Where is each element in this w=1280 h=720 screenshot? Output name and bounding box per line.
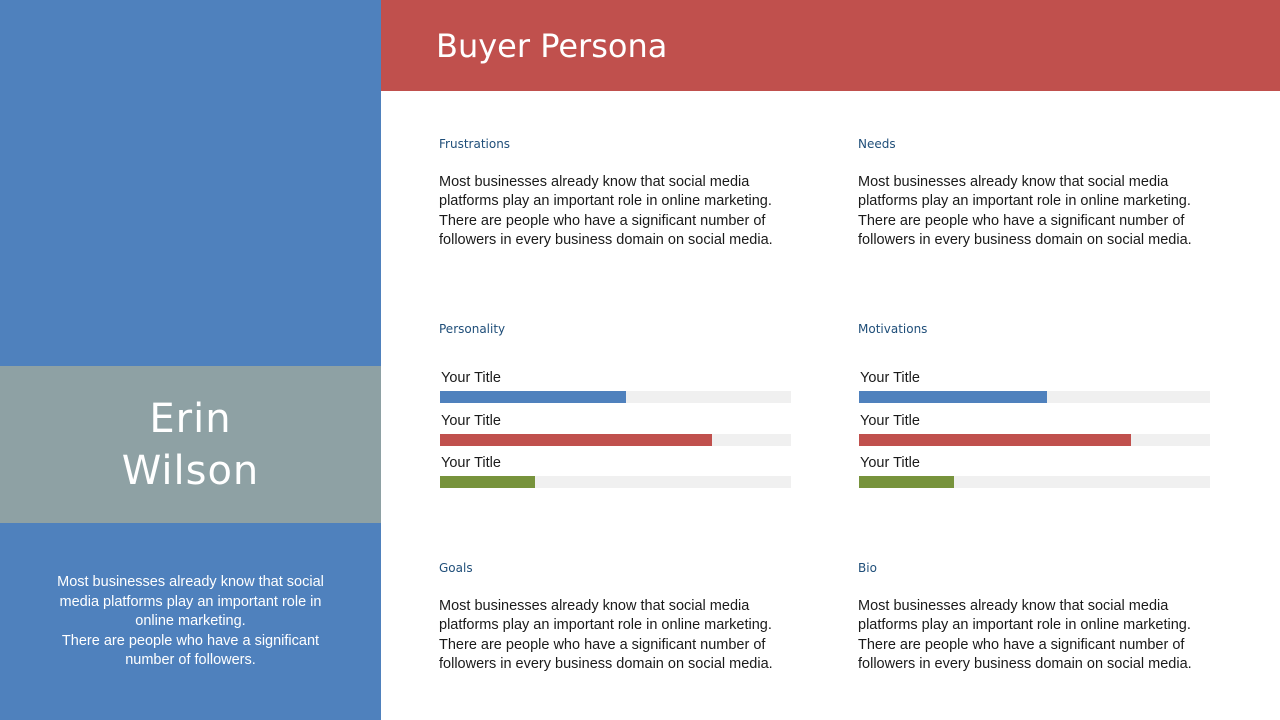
persona-first-name: Erin <box>149 395 232 442</box>
bar-title: Your Title <box>441 455 501 471</box>
motivations-bars: Your Title Your Title Your Title <box>859 369 1211 497</box>
motivations-label: Motivations <box>858 322 928 336</box>
bar-fill <box>859 391 1047 403</box>
persona-last-name: Wilson <box>121 447 260 494</box>
goals-label: Goals <box>439 561 473 575</box>
motivations-bar-item: Your Title <box>859 369 1211 412</box>
frustrations-text: Most businesses already know that social… <box>439 174 773 249</box>
bar-fill <box>440 433 713 446</box>
page-title: Buyer Persona <box>436 27 668 65</box>
bar-track <box>859 476 1210 488</box>
bar-track <box>859 433 1210 446</box>
bar-title: Your Title <box>860 370 920 386</box>
bar-title: Your Title <box>441 370 501 386</box>
bar-track <box>440 476 791 488</box>
personality-bars: Your Title Your Title Your Title <box>440 369 792 497</box>
persona-description: Most businesses already know that social… <box>57 574 324 668</box>
bio-text: Most businesses already know that social… <box>858 598 1192 673</box>
personality-bar-item: Your Title <box>440 369 792 412</box>
header-bar: Buyer Persona <box>381 0 1280 91</box>
bar-track <box>859 391 1210 403</box>
left-sidebar-panel <box>0 0 381 720</box>
motivations-bar-item: Your Title <box>859 454 1211 497</box>
needs-label: Needs <box>858 137 896 151</box>
bio-label: Bio <box>858 561 877 575</box>
persona-name-box: Erin Wilson <box>0 366 381 523</box>
bar-fill <box>440 476 535 488</box>
bar-fill <box>859 476 954 488</box>
motivations-bar-item: Your Title <box>859 412 1211 455</box>
personality-bar-item: Your Title <box>440 454 792 497</box>
bar-title: Your Title <box>860 455 920 471</box>
needs-text: Most businesses already know that social… <box>858 174 1192 249</box>
personality-label: Personality <box>439 322 506 336</box>
bar-title: Your Title <box>860 412 920 429</box>
bar-fill <box>440 391 627 403</box>
personality-bar-item: Your Title <box>440 412 792 455</box>
frustrations-label: Frustrations <box>439 137 511 151</box>
bar-title: Your Title <box>441 412 501 429</box>
bar-track <box>440 433 791 446</box>
bar-fill <box>859 433 1132 446</box>
goals-text: Most businesses already know that social… <box>439 598 773 673</box>
bar-track <box>440 391 791 403</box>
